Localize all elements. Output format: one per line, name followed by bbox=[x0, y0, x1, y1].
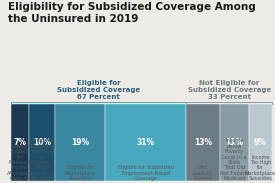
Text: Not
Lawfully
Present: Not Lawfully Present bbox=[193, 165, 213, 181]
Text: Eligible for Subsidized
Employment-Based
Coverage: Eligible for Subsidized Employment-Based… bbox=[118, 165, 174, 181]
Text: 13%: 13% bbox=[194, 138, 212, 147]
Text: 19%: 19% bbox=[71, 138, 89, 147]
Text: Eligible for
Subsidized Coverage
67 Percent: Eligible for Subsidized Coverage 67 Perc… bbox=[57, 80, 140, 100]
Text: 11%: 11% bbox=[225, 138, 243, 147]
Bar bbox=[186, 104, 220, 181]
Bar bbox=[56, 104, 105, 181]
Bar bbox=[105, 104, 186, 181]
Bar bbox=[220, 104, 249, 181]
Text: Otherwise
Eligible for
Medicaid
or
Children's
Health
Insurance
Program: Otherwise Eligible for Medicaid or Child… bbox=[29, 138, 56, 181]
Text: Eligibility for Subsidized Coverage Among
the Uninsured in 2019: Eligibility for Subsidized Coverage Amon… bbox=[8, 2, 256, 24]
Text: Eligible for
Marketplace
Subsidies: Eligible for Marketplace Subsidies bbox=[65, 165, 96, 181]
Text: 9%: 9% bbox=[254, 138, 267, 147]
Text: Made
Eligible
for
Medicaid
by the
Affordable
Care Act: Made Eligible for Medicaid by the Afford… bbox=[7, 144, 33, 181]
Text: 31%: 31% bbox=[136, 138, 155, 147]
Text: Not Eligible for
Subsidized Coverage
33 Percent: Not Eligible for Subsidized Coverage 33 … bbox=[188, 80, 271, 100]
Text: 10%: 10% bbox=[33, 138, 51, 147]
Bar bbox=[11, 104, 29, 181]
Bar bbox=[249, 104, 272, 181]
Text: Income
Too High
for
Marketplace
Subsidies: Income Too High for Marketplace Subsidie… bbox=[245, 155, 275, 181]
Text: 7%: 7% bbox=[14, 138, 27, 147]
Text: Income
Below
Poverty
Level in a
State
That Did
Not Expand
Medicaid: Income Below Poverty Level in a State Th… bbox=[220, 138, 249, 181]
Bar bbox=[29, 104, 56, 181]
